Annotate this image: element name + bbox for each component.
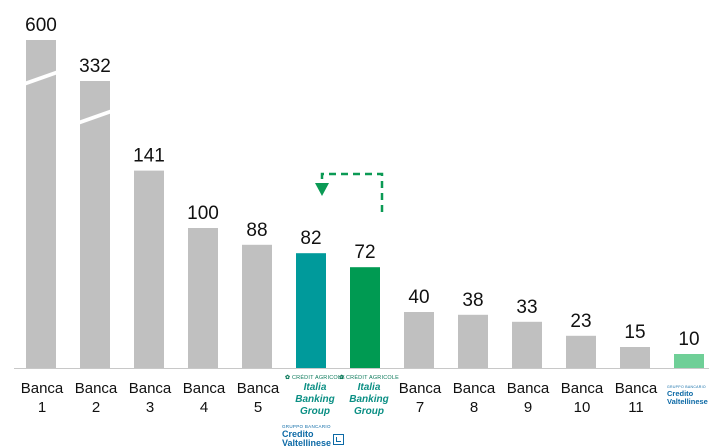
category-label-text: Banca <box>74 380 118 397</box>
comparison-arrow-line <box>320 172 384 212</box>
credit-agricole-logo: ✿ CRÉDIT AGRICOLE <box>339 375 399 381</box>
category-label-banca-2: Banca 2 <box>68 379 124 417</box>
cv-name-line-1: Credito <box>282 429 314 439</box>
category-label-number: 5 <box>253 399 263 416</box>
axis-break-mark-2 <box>78 109 112 125</box>
credit-agricole-logo: ✿ CRÉDIT AGRICOLE <box>285 375 345 381</box>
bar-5 <box>242 244 272 368</box>
cv-name-line-2: Valtellinese <box>282 438 332 448</box>
value-label-11: 23 <box>570 311 591 332</box>
value-label-2: 332 <box>79 56 111 77</box>
value-label-4: 100 <box>187 203 219 224</box>
category-label-text: Banca <box>236 380 280 397</box>
value-label-7: 72 <box>354 242 375 263</box>
category-label-number: 4 <box>199 399 209 416</box>
cv-small-label: GRUPPO BANCARIO <box>667 385 706 389</box>
value-label-1: 600 <box>25 15 57 36</box>
group-name-line-1: Italia <box>357 382 381 393</box>
bar-3 <box>134 170 164 368</box>
group-name-line-1: Italia <box>303 382 327 393</box>
bar-11 <box>566 335 596 368</box>
bar-4 <box>188 228 218 368</box>
value-label-9: 38 <box>462 290 483 311</box>
group-name-line-2: Banking <box>295 394 335 405</box>
credito-valtellinese-icon <box>333 433 345 445</box>
bar-12 <box>620 347 650 368</box>
bar-9 <box>458 314 488 368</box>
category-label-banca-3: Banca 3 <box>122 379 178 417</box>
category-label-text: Banca <box>560 380 604 397</box>
value-label-10: 33 <box>516 297 537 318</box>
credito-valtellinese-logo-bottom: GRUPPO BANCARIO Credito Valtellinese <box>282 424 352 448</box>
category-label-number: 1 <box>37 399 47 416</box>
value-label-13: 10 <box>678 329 699 350</box>
category-label-number: 11 <box>628 399 644 416</box>
bar-2 <box>80 81 110 368</box>
bar-13 <box>674 354 704 368</box>
category-label-banca-11: Banca 11 <box>608 379 664 417</box>
category-label-banca-8: Banca 8 <box>446 379 502 417</box>
value-label-3: 141 <box>133 146 165 167</box>
category-label-text: Banca <box>128 380 172 397</box>
category-label-number: 10 <box>573 399 591 416</box>
credit-agricole-label-2: ✿ CRÉDIT AGRICOLE Italia Banking Group <box>338 375 400 418</box>
category-label-text: Banca <box>452 380 496 397</box>
cv-small-label: GRUPPO BANCARIO <box>282 424 331 429</box>
bar-1 <box>26 40 56 368</box>
category-label-number: 7 <box>415 399 425 416</box>
cv-name-line-2: Valtellinese <box>667 397 708 406</box>
category-label-banca-5: Banca 5 <box>230 379 286 417</box>
value-label-6: 82 <box>300 228 321 249</box>
value-label-12: 15 <box>624 322 645 343</box>
group-name-line-3: Group <box>300 406 330 417</box>
category-label-text: Banca <box>20 380 64 397</box>
cv-name-line-1: Credito <box>667 389 694 398</box>
category-label-number: 3 <box>145 399 155 416</box>
credit-agricole-label-1: ✿ CRÉDIT AGRICOLE Italia Banking Group <box>284 375 346 418</box>
value-label-8: 40 <box>408 287 429 308</box>
category-label-banca-9: Banca 9 <box>500 379 556 417</box>
category-label-banca-7: Banca 7 <box>392 379 448 417</box>
category-label-number: 2 <box>91 399 101 416</box>
category-label-text: Banca <box>182 380 226 397</box>
credito-valtellinese-logo-last: GRUPPO BANCARIO Credito Valtellinese <box>667 384 709 406</box>
group-name-line-2: Banking <box>349 394 389 405</box>
group-name-line-3: Group <box>354 406 384 417</box>
category-label-text: Banca <box>506 380 550 397</box>
category-label-text: Banca <box>614 380 658 397</box>
category-label-banca-4: Banca 4 <box>176 379 232 417</box>
bar-10 <box>512 321 542 368</box>
category-label-number: 9 <box>523 399 533 416</box>
comparison-arrow-head <box>315 183 329 196</box>
category-label-banca-10: Banca 10 <box>554 379 610 417</box>
bar-7 <box>350 267 380 368</box>
bar-6 <box>296 253 326 368</box>
category-label-number: 8 <box>469 399 479 416</box>
category-label-banca-1: Banca 1 <box>14 379 70 417</box>
value-label-5: 88 <box>246 220 267 241</box>
category-label-text: Banca <box>398 380 442 397</box>
axis-break-mark-1 <box>24 70 58 86</box>
bar-8 <box>404 312 434 368</box>
